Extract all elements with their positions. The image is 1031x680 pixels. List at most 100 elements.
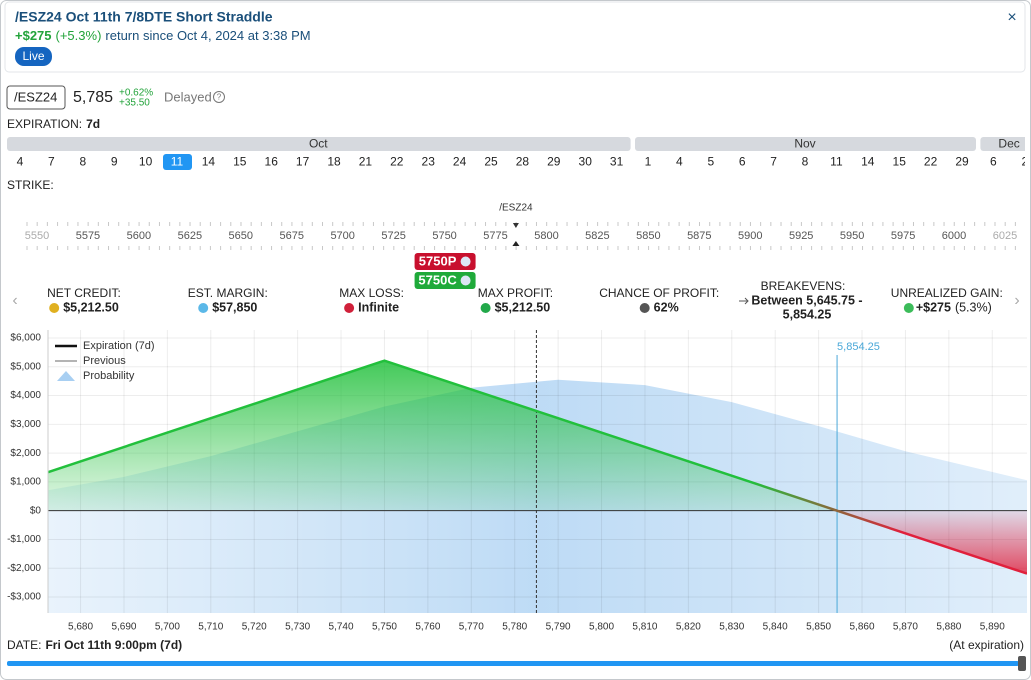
position-tag[interactable] <box>414 253 476 270</box>
day: 10 <box>139 155 153 169</box>
position-label: 5750P <box>419 253 457 268</box>
stat-value: Between 5,645.75 - <box>751 293 862 307</box>
strike-tick-label: 5950 <box>840 230 864 242</box>
close-button[interactable]: × <box>1007 9 1016 26</box>
strike-tick-label: 5625 <box>178 230 202 242</box>
stat-value: $5,212.50 <box>495 301 551 315</box>
strike-tick-label: 5725 <box>381 230 405 242</box>
strike-tick-label: 6000 <box>942 230 966 242</box>
x-tick-label: 5,700 <box>155 622 180 633</box>
day: 8 <box>802 155 809 169</box>
strike-tick-label: 5825 <box>585 230 609 242</box>
month-label: Dec <box>998 137 1019 151</box>
live-label: Live <box>22 49 44 63</box>
day: 8 <box>79 155 86 169</box>
selected-day[interactable] <box>163 154 192 170</box>
day: 14 <box>861 155 875 169</box>
legend-swatch <box>57 371 75 381</box>
underlying-label: /ESZ24 <box>499 203 533 214</box>
stat-icon <box>903 303 914 313</box>
x-tick-label: 5,760 <box>415 622 440 633</box>
stat-label: MAX LOSS: <box>339 286 404 300</box>
next-arrow[interactable]: › <box>1014 292 1019 309</box>
stat-label: BREAKEVENS: <box>761 279 846 293</box>
day: 24 <box>453 155 467 169</box>
stat-value: $5,212.50 <box>63 301 119 315</box>
strike-tick-label: 5575 <box>76 230 100 242</box>
stat-value: Infinite <box>358 301 399 315</box>
day: 1 <box>645 155 652 169</box>
info-icon[interactable] <box>213 91 225 103</box>
date-slider[interactable] <box>7 661 1019 666</box>
header-card <box>4 1 1026 73</box>
x-tick-label: 5,890 <box>980 622 1005 633</box>
stat-number: $5,212.50 <box>495 301 551 315</box>
strike-tick-label: 5900 <box>738 230 762 242</box>
strike-tick-label: 5550 <box>25 230 49 242</box>
day: 15 <box>893 155 907 169</box>
y-tick-label: -$3,000 <box>7 592 41 603</box>
price: 5,785 <box>73 89 113 106</box>
x-tick-label: 5,840 <box>763 622 788 633</box>
stat-label: CHANCE OF PROFIT: <box>599 286 719 300</box>
y-tick-label: $4,000 <box>10 390 41 401</box>
y-tick-label: $5,000 <box>10 361 41 372</box>
x-tick-label: 5,830 <box>719 622 744 633</box>
day: 15 <box>233 155 247 169</box>
legend-label: Probability <box>83 370 135 382</box>
live-pill[interactable] <box>15 47 52 66</box>
symbol-box[interactable] <box>6 85 66 110</box>
x-tick-label: 5,790 <box>546 622 571 633</box>
stat-value: 62% <box>654 301 679 315</box>
day: 25 <box>484 155 498 169</box>
prev-arrow[interactable]: ‹ <box>12 292 17 309</box>
x-tick-label: 5,880 <box>936 622 961 633</box>
stat-icon <box>344 303 355 313</box>
date-value: Fri Oct 11th 9:00pm (7d) <box>45 638 182 652</box>
strike-tick-label: 5600 <box>127 230 151 242</box>
day: 31 <box>610 155 624 169</box>
x-tick-label: 5,850 <box>806 622 831 633</box>
stat-number: $5,212.50 <box>63 301 119 315</box>
position-tag[interactable] <box>414 272 476 289</box>
day: 22 <box>390 155 404 169</box>
slider-thumb[interactable] <box>1018 656 1026 671</box>
delayed: Delayed <box>164 89 212 104</box>
strike-tick-label: 5650 <box>229 230 253 242</box>
day: 11 <box>171 155 184 169</box>
x-tick-label: 5,810 <box>632 622 657 633</box>
strike-tick-label: 5975 <box>891 230 915 242</box>
month-label: Oct <box>309 137 328 151</box>
day: 6 <box>990 155 997 169</box>
y-tick-label: -$1,000 <box>7 534 41 545</box>
day: 16 <box>265 155 279 169</box>
underlying-marker <box>512 223 519 228</box>
y-tick-label: -$2,000 <box>7 563 41 574</box>
day: 11 <box>830 155 843 169</box>
plot <box>48 330 1027 613</box>
x-tick-label: 5,770 <box>459 622 484 633</box>
x-tick-label: 5,690 <box>111 622 136 633</box>
stat-icon <box>49 303 60 313</box>
expiration-title: EXPIRATION: <box>7 117 82 131</box>
x-tick-label: 5,730 <box>285 622 310 633</box>
position-icon <box>460 256 471 267</box>
month-bar <box>635 137 976 151</box>
x-tick-label: 5,710 <box>198 622 223 633</box>
stat-value: $57,850 <box>212 301 257 315</box>
strike-tick-label: 5750 <box>432 230 456 242</box>
day: 29 <box>955 155 969 169</box>
change: +35.50 <box>119 98 150 109</box>
legend-label: Previous <box>83 355 126 367</box>
return-text: return since Oct 4, 2024 at 3:38 PM <box>105 28 310 43</box>
strike-tick-label: 5925 <box>789 230 813 242</box>
gain-area <box>48 360 1027 511</box>
day: 5 <box>707 155 714 169</box>
day: 29 <box>547 155 561 169</box>
strike-label: STRIKE: <box>7 178 54 192</box>
info-glyph: ? <box>217 93 222 102</box>
day: 14 <box>202 155 216 169</box>
y-tick-label: $2,000 <box>10 448 41 459</box>
symbol: /ESZ24 <box>14 89 57 104</box>
